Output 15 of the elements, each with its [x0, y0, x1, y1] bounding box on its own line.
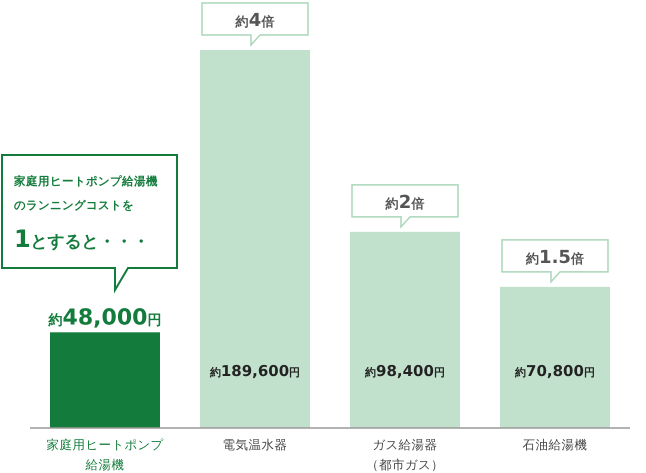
x-tick-label: 電気温水器 — [222, 437, 288, 452]
annotation: 約2倍 — [351, 184, 459, 229]
x-tick-label: 家庭用ヒートポンプ給湯機 — [46, 437, 164, 472]
annotation: 約2倍 — [384, 192, 424, 213]
data-label: 約98,400円 — [364, 362, 445, 380]
annotation: 家庭用ヒートポンプ給湯機のランニングコストを1とすると・・・ — [13, 174, 158, 253]
annotation: 約4倍 — [201, 2, 309, 47]
data-label: 約189,600円 — [208, 362, 300, 380]
annotation: 家庭用ヒートポンプ給湯機のランニングコストを1とすると・・・ — [1, 154, 178, 294]
data-label: 約70,800円 — [514, 362, 595, 380]
x-tick-label: ガス給湯器（都市ガス） — [366, 437, 444, 472]
data-label: 約48,000円 — [48, 305, 162, 330]
annotation: 約1.5倍 — [525, 246, 584, 268]
annotation: 約1.5倍 — [501, 239, 609, 284]
x-tick-label: 石油給湯機 — [522, 437, 588, 452]
